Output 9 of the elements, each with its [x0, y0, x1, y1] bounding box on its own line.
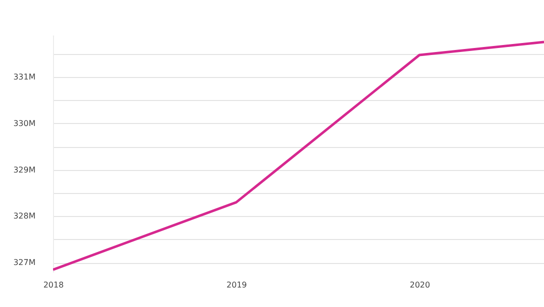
y-tick-label: 331M — [13, 72, 36, 82]
x-tick-label: 2020 — [410, 280, 430, 290]
y-tick-label: 330M — [13, 118, 36, 128]
y-tick-label: 329M — [13, 165, 36, 174]
y-tick-label: 328M — [13, 212, 36, 221]
y-tick-label: 327M — [13, 258, 36, 268]
x-tick-label: 2019 — [226, 280, 247, 290]
line-series — [53, 40, 544, 271]
x-tick-label: 2018 — [43, 280, 64, 290]
